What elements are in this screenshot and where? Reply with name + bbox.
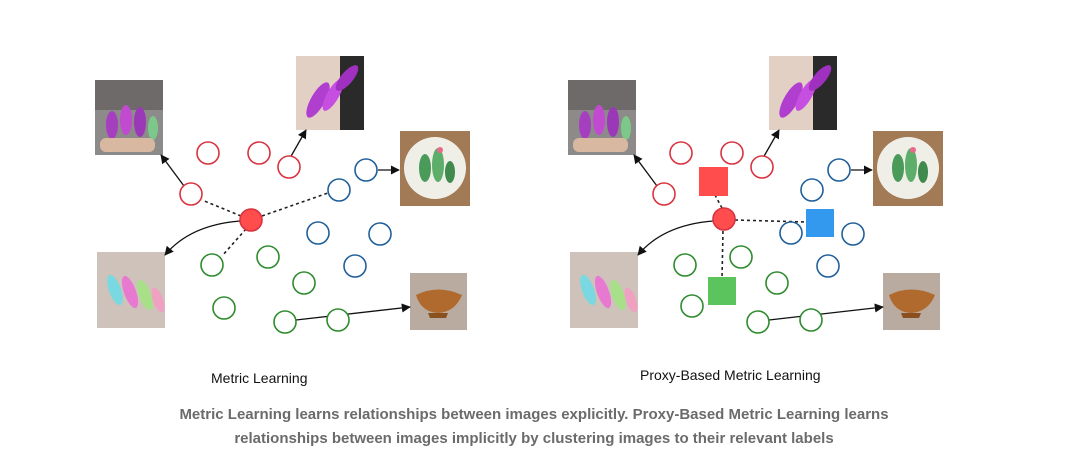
red-sample	[247, 141, 271, 165]
right-green-class	[673, 245, 823, 334]
red-sample	[179, 182, 203, 206]
red-sample	[720, 141, 744, 165]
red-sample	[750, 155, 774, 179]
blue-sample	[306, 221, 330, 245]
right-dotted-links	[714, 194, 807, 279]
green-sample	[212, 296, 236, 320]
blue-sample	[827, 158, 851, 182]
left-diagram-label: Metric Learning	[211, 370, 308, 386]
right-blue-class	[779, 158, 865, 278]
blue-sample	[779, 221, 803, 245]
red-sample	[277, 155, 301, 179]
blue-sample	[816, 254, 840, 278]
nails-colorful-photo	[97, 252, 165, 328]
red-sample	[669, 141, 693, 165]
right-red-class	[652, 141, 774, 206]
nails-purple-closeup-photo	[296, 56, 364, 130]
red-sample	[652, 182, 676, 206]
anchor-point	[239, 208, 263, 232]
green-sample	[729, 245, 753, 269]
right-arrows	[633, 129, 884, 321]
nails-purple-photo	[95, 80, 163, 155]
green-proxy	[708, 277, 736, 305]
blue-sample	[841, 222, 865, 246]
green-sample	[765, 271, 789, 295]
wooden-bowl-photo	[410, 273, 467, 330]
green-sample	[292, 271, 316, 295]
cactus-plate-photo	[873, 131, 943, 206]
green-sample	[746, 310, 770, 334]
blue-sample	[368, 222, 392, 246]
blue-sample	[327, 178, 351, 202]
left-diagram	[95, 56, 470, 334]
wooden-bowl-photo	[883, 273, 940, 330]
green-sample	[326, 308, 350, 332]
blue-proxy	[806, 209, 834, 237]
green-sample	[256, 245, 280, 269]
right-diagram-label: Proxy-Based Metric Learning	[640, 367, 821, 383]
left-blue-class	[306, 158, 392, 278]
caption-line-2: relationships between images implicitly …	[234, 430, 834, 447]
blue-sample	[800, 178, 824, 202]
green-sample	[680, 294, 704, 318]
right-diagram	[568, 56, 943, 334]
left-red-class	[179, 141, 301, 206]
nails-purple-closeup-photo	[769, 56, 837, 130]
nails-purple-photo	[568, 80, 636, 155]
red-sample	[196, 141, 220, 165]
blue-sample	[343, 254, 367, 278]
left-dotted-links	[201, 192, 329, 257]
caption-line-1: Metric Learning learns relationships bet…	[179, 406, 889, 423]
left-green-class	[200, 245, 350, 334]
figure-caption: Metric Learning learns relationships bet…	[0, 403, 1068, 451]
green-sample	[673, 253, 697, 277]
green-sample	[273, 310, 297, 334]
green-sample	[799, 308, 823, 332]
green-sample	[200, 253, 224, 277]
anchor-point	[712, 207, 736, 231]
cactus-plate-photo	[400, 131, 470, 206]
red-proxy	[699, 167, 728, 196]
left-arrows	[160, 129, 411, 321]
nails-colorful-photo	[570, 252, 638, 328]
blue-sample	[354, 158, 378, 182]
